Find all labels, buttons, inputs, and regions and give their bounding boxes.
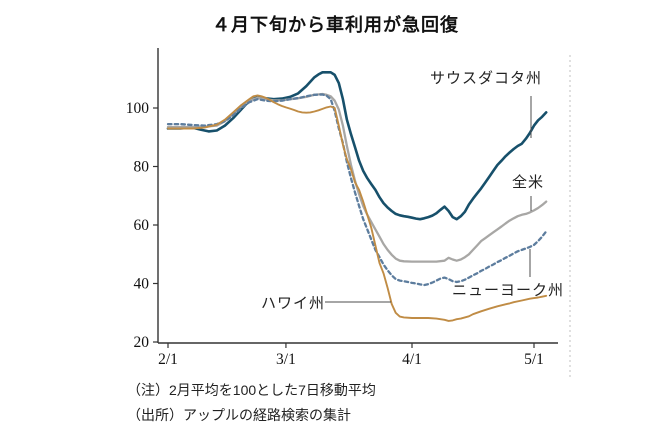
- series-label-us-total: 全米: [512, 174, 545, 191]
- x-tick-label: 2/1: [158, 351, 178, 368]
- x-tick-label: 3/1: [276, 351, 296, 368]
- series-label-new-york: ニューヨーク州: [452, 282, 565, 299]
- series-line-ハワイ州: [167, 94, 548, 322]
- chart-title: ４月下旬から車利用が急回復: [212, 15, 459, 35]
- y-tick-label: 60: [134, 217, 150, 234]
- chart-footnotes: （注）2月平均を100とした7日移動平均 （出所）アップルの経路検索の集計: [127, 378, 376, 428]
- series-line-サウスダコタ州: [166, 71, 548, 221]
- y-tick-label: 100: [126, 100, 150, 117]
- note-line: （注）2月平均を100とした7日移動平均: [127, 382, 376, 398]
- y-tick-label: 40: [134, 276, 150, 293]
- x-tick-label: 4/1: [402, 351, 422, 368]
- series-label-hawaii: ハワイ州: [261, 295, 326, 312]
- series-line-ニューヨーク州: [166, 93, 548, 287]
- source-line: （出所）アップルの経路検索の集計: [127, 407, 351, 423]
- y-tick-label: 80: [134, 159, 150, 176]
- series-label-south-dakota: サウスダコタ州: [430, 70, 543, 87]
- x-tick-label: 5/1: [524, 351, 544, 368]
- y-tick-label: 20: [134, 334, 150, 351]
